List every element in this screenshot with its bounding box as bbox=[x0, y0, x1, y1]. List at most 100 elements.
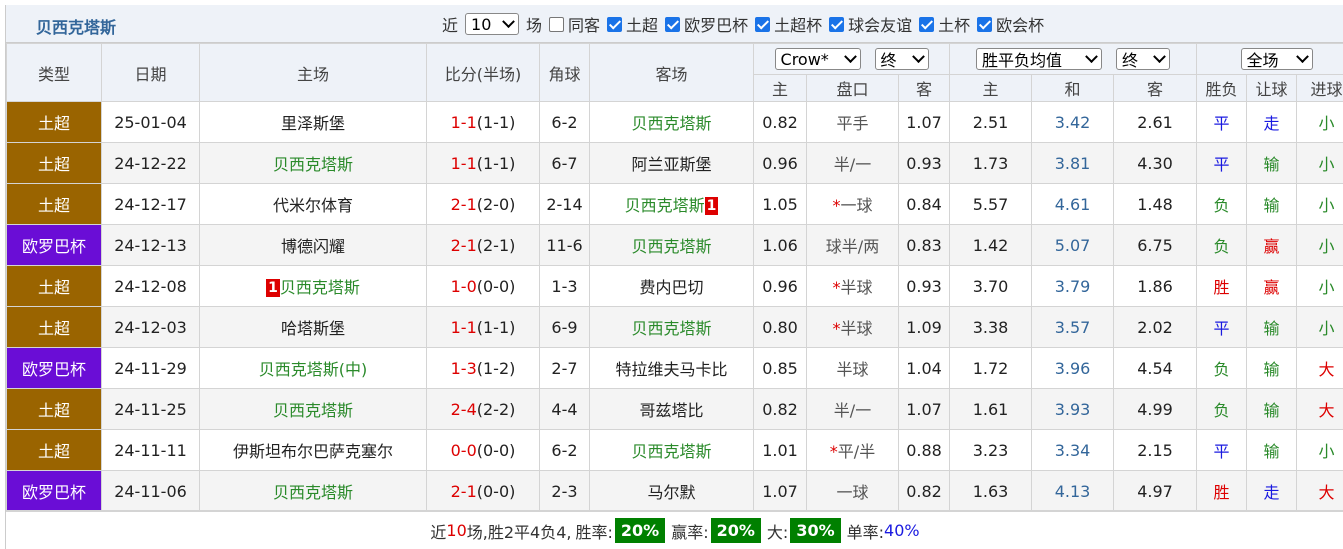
corners: 6-2 bbox=[539, 101, 590, 143]
average-select[interactable]: 胜平负均值 bbox=[976, 48, 1103, 70]
odds-select[interactable]: Crow* bbox=[774, 48, 861, 70]
stat-label: 单率: bbox=[846, 522, 885, 542]
avg-home: 3.70 bbox=[949, 265, 1033, 307]
home-team: 哈塔斯堡 bbox=[280, 319, 345, 338]
stat-label: 赢率: bbox=[671, 522, 709, 542]
handicap: 一球 bbox=[840, 196, 873, 215]
handicap-cell: 半球 bbox=[806, 347, 899, 389]
match-row: 欧罗巴杯 24-11-06 贝西克塔斯 2-1(0-0) 2-3 马尔默 1.07 一球 0.8… bbox=[6, 470, 1343, 512]
league: 土超 bbox=[6, 429, 102, 471]
odds-home: 1.07 bbox=[753, 470, 807, 512]
filter-label: 欧会杯 bbox=[996, 16, 1045, 35]
odds-away: 1.07 bbox=[897, 101, 951, 143]
corners: 6-2 bbox=[539, 429, 590, 471]
odds-home: 0.82 bbox=[753, 101, 807, 143]
score-cell: 1-1(1-1) bbox=[426, 101, 540, 143]
score: 2-1 bbox=[450, 235, 477, 255]
match-row: 土超 25-01-04 里泽斯堡 1-1(1-1) 6-2 贝西克塔斯 0.82 平手 1.07… bbox=[6, 101, 1343, 143]
stat-value: 20% bbox=[614, 518, 666, 543]
home-team: 代米尔体育 bbox=[272, 196, 353, 215]
sub-header: 客 bbox=[897, 74, 951, 102]
handicap: 平/半 bbox=[837, 442, 876, 461]
league: 土超 bbox=[6, 142, 102, 184]
count-select[interactable]: 10 bbox=[465, 13, 520, 35]
half-score: (0-0) bbox=[476, 440, 516, 460]
avg-home: 1.42 bbox=[949, 224, 1033, 266]
filters: 近 10 场 同客 土超 欧罗巴杯 土超杯 球会友谊 土杯 欧会杯 bbox=[442, 12, 1044, 36]
match-row: 土超 24-11-11 伊斯坦布尔巴萨克塞尔 0-0(0-0) 6-2 贝西克塔斯 1.01… bbox=[6, 429, 1343, 471]
summary-text: 场,胜2平4负4, bbox=[466, 522, 572, 542]
avg-away: 4.54 bbox=[1113, 347, 1198, 389]
checkbox[interactable] bbox=[755, 16, 771, 32]
date: 24-11-29 bbox=[101, 347, 200, 389]
league: 土超 bbox=[6, 183, 102, 225]
score: 2-4 bbox=[450, 399, 477, 419]
half-score: (2-2) bbox=[476, 399, 516, 419]
checkbox[interactable] bbox=[607, 16, 623, 32]
handicap-result: 输 bbox=[1246, 306, 1298, 348]
avg-draw: 3.96 bbox=[1031, 347, 1115, 389]
home-team-cell: 1 贝西克塔斯 bbox=[199, 265, 427, 307]
date: 24-12-08 bbox=[101, 265, 200, 307]
average-select[interactable]: 终 bbox=[1116, 48, 1171, 70]
column-header: 日期 bbox=[101, 43, 200, 102]
home-team-cell: 伊斯坦布尔巴萨克塞尔 bbox=[199, 429, 427, 471]
half-score: (2-1) bbox=[476, 235, 516, 255]
checkbox[interactable] bbox=[665, 16, 681, 32]
avg-draw: 3.42 bbox=[1031, 101, 1115, 143]
filter-label: 土超 bbox=[626, 16, 659, 35]
score-cell: 1-1(1-1) bbox=[426, 306, 540, 348]
checkbox[interactable] bbox=[829, 16, 845, 32]
handicap-cell: 半/一 bbox=[806, 142, 899, 184]
match-row: 土超 24-12-08 1 贝西克塔斯 1-0(0-0) 1-3 费内巴切 0.96 *半球 0.… bbox=[6, 265, 1343, 307]
score: 1-1 bbox=[450, 153, 477, 173]
stat-value: 20% bbox=[710, 518, 761, 543]
corners: 2-3 bbox=[539, 470, 590, 512]
away-team: 阿兰亚斯堡 bbox=[631, 155, 712, 174]
handicap-mark: * bbox=[832, 196, 841, 215]
checkbox[interactable] bbox=[549, 16, 565, 32]
home-team: 贝西克塔斯 bbox=[272, 483, 353, 502]
handicap-cell: 半/一 bbox=[806, 388, 899, 430]
scope-select[interactable]: 全场 bbox=[1240, 48, 1313, 70]
score-cell: 1-1(1-1) bbox=[426, 142, 540, 184]
handicap-cell: *半球 bbox=[806, 306, 899, 348]
checkbox[interactable] bbox=[919, 16, 935, 32]
date: 24-12-17 bbox=[101, 183, 200, 225]
handicap-result: 输 bbox=[1246, 347, 1298, 389]
score: 1-3 bbox=[450, 358, 477, 378]
odds-away: 1.07 bbox=[897, 388, 951, 430]
handicap-mark: * bbox=[832, 319, 841, 338]
avg-home: 1.73 bbox=[949, 142, 1033, 184]
home-team-cell: 贝西克塔斯(中) bbox=[199, 347, 427, 389]
checkbox[interactable] bbox=[977, 16, 993, 32]
handicap-cell: 球半/两 bbox=[806, 224, 899, 266]
team-title: 贝西克塔斯 bbox=[36, 18, 117, 37]
panel: 贝西克塔斯 近 10 场 同客 土超 欧罗巴杯 土超杯 球会友谊 土杯 欧会杯 类型 日期主场… bbox=[5, 5, 1343, 549]
away-team: 费内巴切 bbox=[639, 278, 704, 297]
away-team-cell: 阿兰亚斯堡 bbox=[589, 142, 754, 184]
score: 2-1 bbox=[450, 194, 477, 214]
goals-result: 小 bbox=[1296, 224, 1343, 266]
result: 胜 bbox=[1196, 265, 1248, 307]
handicap: 半/一 bbox=[833, 401, 872, 420]
handicap-result: 赢 bbox=[1246, 224, 1298, 266]
score: 1-1 bbox=[450, 112, 477, 132]
column-header: 客场 bbox=[589, 43, 754, 102]
column-header: 类型 bbox=[6, 43, 102, 102]
league: 土超 bbox=[6, 265, 102, 307]
sub-header: 主 bbox=[949, 74, 1033, 102]
goals-result: 小 bbox=[1296, 429, 1343, 471]
odds-home: 0.96 bbox=[753, 265, 807, 307]
avg-draw: 3.93 bbox=[1031, 388, 1115, 430]
avg-home: 1.63 bbox=[949, 470, 1033, 512]
handicap-cell: *平/半 bbox=[806, 429, 899, 471]
odds-away: 0.93 bbox=[897, 265, 951, 307]
avg-draw: 3.34 bbox=[1031, 429, 1115, 471]
odds-select[interactable]: 终 bbox=[874, 48, 929, 70]
avg-home: 3.38 bbox=[949, 306, 1033, 348]
stat-value: 40% bbox=[884, 521, 920, 540]
sub-header: 和 bbox=[1031, 74, 1115, 102]
result: 平 bbox=[1196, 429, 1248, 471]
away-team: 贝西克塔斯 bbox=[624, 196, 705, 215]
